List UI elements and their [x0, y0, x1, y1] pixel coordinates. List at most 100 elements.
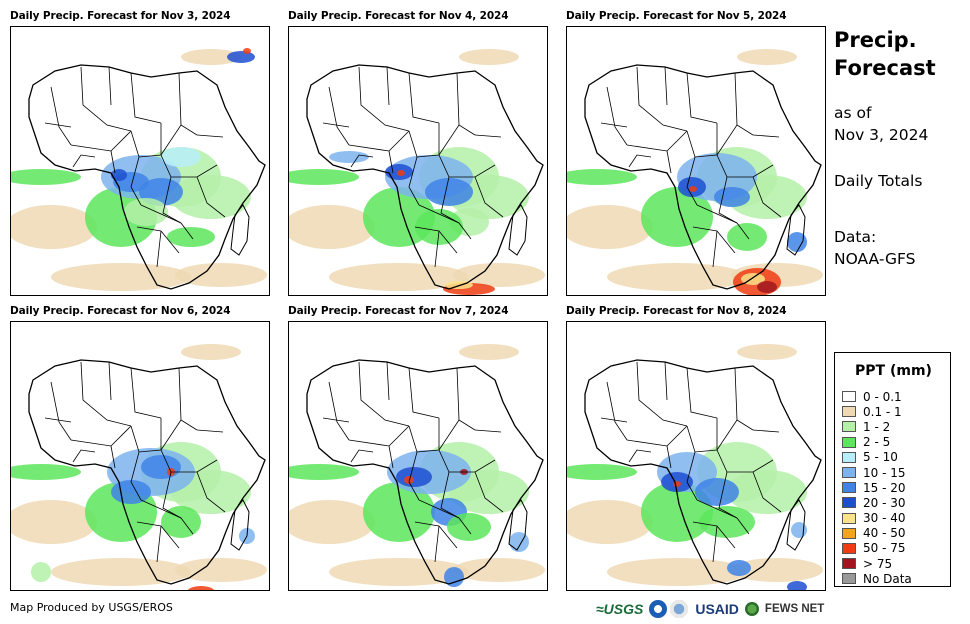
precip-area [567, 205, 653, 249]
country-border [348, 425, 410, 447]
country-border [72, 449, 96, 463]
legend-swatch [842, 436, 856, 448]
precip-area [111, 480, 151, 504]
precip-area [404, 476, 414, 484]
country-border [44, 417, 72, 423]
country-border [716, 449, 774, 473]
country-border [752, 471, 782, 513]
country-border [408, 419, 460, 453]
legend-item: No Data [842, 571, 912, 586]
country-border [108, 66, 112, 106]
country-border [160, 449, 218, 473]
country-border [718, 471, 738, 519]
country-border [440, 471, 460, 519]
precip-area [444, 567, 464, 587]
map-canvas [289, 49, 545, 295]
precip-area [31, 562, 51, 582]
country-border [386, 361, 390, 401]
country-border [130, 156, 142, 206]
country-border [156, 230, 162, 268]
totals-label: Daily Totals [834, 172, 923, 190]
forecast-panel: Daily Precip. Forecast for Nov 4, 2024 [288, 10, 548, 296]
precip-area [289, 205, 375, 249]
precip-area [289, 169, 359, 185]
country-border [696, 204, 750, 240]
precip-area [727, 560, 751, 576]
precip-area [141, 455, 181, 479]
country-border [408, 72, 440, 124]
country-border [686, 156, 698, 206]
country-border [358, 66, 410, 132]
precip-area [714, 187, 750, 207]
country-border [322, 417, 350, 423]
country-border [440, 176, 460, 224]
madagascar-outline [230, 499, 250, 551]
country-border [718, 176, 738, 224]
country-border [438, 449, 496, 473]
precip-map [10, 321, 270, 591]
country-border [80, 66, 132, 132]
nasa-emblem-icon [670, 600, 689, 618]
country-border [474, 134, 502, 138]
legend-item: 1 - 2 [842, 419, 912, 434]
map-canvas [11, 344, 267, 590]
country-border [350, 154, 374, 168]
legend-label: 30 - 40 [863, 511, 906, 526]
precip-map [566, 321, 826, 591]
legend-label: 15 - 20 [863, 480, 906, 495]
country-border [600, 122, 628, 128]
precip-area [737, 344, 797, 360]
country-border [434, 230, 440, 268]
panel-title: Daily Precip. Forecast for Nov 8, 2024 [566, 305, 787, 317]
precip-area [607, 263, 747, 291]
country-border [350, 449, 374, 463]
precip-area [397, 170, 405, 176]
precip-area [175, 558, 267, 582]
precip-area [787, 232, 807, 252]
country-border [130, 451, 142, 501]
legend-swatch [842, 512, 856, 524]
country-border [110, 445, 116, 469]
country-border [358, 361, 410, 427]
map-canvas [11, 48, 267, 291]
country-border [130, 367, 162, 419]
country-border [666, 150, 672, 174]
forecast-panel: Daily Precip. Forecast for Nov 8, 2024 [566, 305, 826, 591]
precip-area [161, 147, 201, 167]
legend-swatch [842, 451, 856, 463]
legend-item: 40 - 50 [842, 526, 912, 541]
precip-area [187, 586, 215, 590]
precip-area [453, 263, 545, 287]
country-border [50, 381, 72, 441]
legend-swatch [842, 542, 856, 554]
country-border [712, 525, 718, 563]
precip-map [10, 26, 270, 296]
map-canvas [289, 344, 545, 587]
noaa-emblem-icon [649, 600, 668, 618]
map-canvas [567, 344, 823, 590]
country-border [130, 72, 162, 124]
legend-label: 20 - 30 [863, 495, 906, 510]
legend-swatch [842, 482, 856, 494]
country-border [140, 204, 194, 240]
country-border [388, 150, 394, 174]
precip-area [11, 169, 81, 185]
precip-area [607, 558, 747, 586]
country-border [686, 124, 738, 158]
logo-strip: ≈USGS USAID FEWS NET [596, 598, 824, 620]
precip-area [243, 48, 251, 54]
country-border [322, 122, 350, 128]
precip-area [737, 49, 797, 65]
precip-area [289, 500, 375, 544]
legend-label: 40 - 50 [863, 526, 906, 541]
legend-label: No Data [863, 571, 912, 586]
country-border [130, 419, 182, 453]
country-border [734, 72, 754, 136]
legend-item: 0 - 0.1 [842, 389, 912, 404]
country-border [196, 429, 224, 433]
country-border [196, 134, 224, 138]
madagascar-outline [786, 499, 806, 551]
legend-item: 10 - 15 [842, 465, 912, 480]
precip-area [181, 49, 241, 65]
precip-area [111, 169, 127, 181]
